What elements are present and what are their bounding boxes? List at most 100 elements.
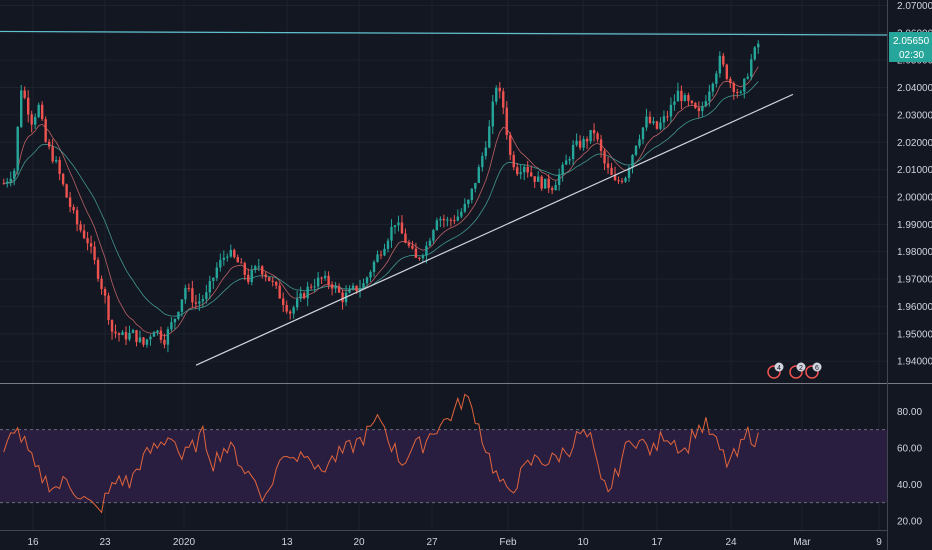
rsi-line[interactable] xyxy=(3,393,759,514)
candle-body xyxy=(757,43,760,48)
candle-body xyxy=(428,240,432,246)
candle-body xyxy=(135,330,138,342)
candle-body xyxy=(536,176,540,182)
candle-body xyxy=(30,114,33,125)
candle-body xyxy=(694,103,697,108)
candle-body xyxy=(722,55,725,65)
candle-body xyxy=(229,249,232,257)
candle-body xyxy=(491,101,494,127)
candle-body xyxy=(460,211,463,217)
candle-body xyxy=(369,272,372,278)
event-badge-label: 2 xyxy=(799,365,803,372)
candle-body xyxy=(65,184,68,198)
candle-body xyxy=(33,116,37,125)
candle-body xyxy=(16,126,19,171)
candle-body xyxy=(275,281,278,286)
candle-body xyxy=(247,274,250,282)
candle-body xyxy=(299,293,302,299)
candle-body xyxy=(561,164,564,175)
candle-body xyxy=(393,225,397,228)
candle-body xyxy=(474,182,477,189)
candle-body xyxy=(222,257,226,260)
price-tick: 1.98000 xyxy=(897,247,932,258)
candle-body xyxy=(495,87,498,102)
candle-body xyxy=(362,283,365,289)
candle-body xyxy=(358,288,362,291)
candle-body xyxy=(316,277,320,287)
candle-body xyxy=(82,230,86,239)
candle-body xyxy=(596,133,599,140)
price-tick: 2.00000 xyxy=(897,192,932,203)
resistance-line[interactable] xyxy=(0,30,888,36)
candle-body xyxy=(582,139,585,148)
candle-body xyxy=(159,330,163,340)
event-badges[interactable]: 4 2 6 xyxy=(767,362,822,379)
rsi-tick: 80.00 xyxy=(897,407,922,418)
candle-body xyxy=(655,121,659,129)
rsi-axis[interactable]: 80.00 60.00 40.00 20.00 xyxy=(897,407,922,528)
candle-body xyxy=(697,107,701,112)
candle-body xyxy=(355,285,358,291)
candle-body xyxy=(530,172,533,177)
candle-body xyxy=(281,298,285,306)
candle-body xyxy=(711,83,715,92)
candle-body xyxy=(606,163,610,168)
candle-body xyxy=(662,116,666,123)
candle-body xyxy=(261,266,264,275)
candle-body xyxy=(6,181,9,184)
candle-body xyxy=(68,197,72,208)
time-tick: 13 xyxy=(281,537,293,548)
candle-body xyxy=(547,178,550,189)
candle-body xyxy=(414,248,418,258)
candle-body xyxy=(37,104,40,117)
candle-body xyxy=(484,147,487,156)
candle-body xyxy=(404,233,407,243)
candle-body xyxy=(288,311,292,314)
candle-body xyxy=(128,332,131,340)
price-tick: 2.03000 xyxy=(897,110,932,121)
candle-body xyxy=(2,183,5,185)
candle-body xyxy=(652,121,655,124)
candle-body xyxy=(61,173,65,185)
time-tick: Feb xyxy=(499,537,517,548)
candle-body xyxy=(117,333,121,336)
candle-body xyxy=(79,224,82,231)
candle-body xyxy=(648,116,652,124)
price-tick: 2.07000 xyxy=(897,1,932,12)
candle-body xyxy=(323,275,327,279)
current-price-tag: 2.05650 02:30 xyxy=(889,32,932,62)
candle-body xyxy=(278,285,281,299)
candlestick-series[interactable] xyxy=(2,40,760,353)
candle-body xyxy=(390,227,393,241)
trendline[interactable] xyxy=(195,93,794,366)
candle-body xyxy=(418,257,421,259)
candle-body xyxy=(397,222,400,226)
candle-body xyxy=(292,307,295,314)
time-axis[interactable]: 16 23 2020 13 20 27 Feb 10 17 24 Mar 9 xyxy=(27,537,882,548)
candle-body xyxy=(205,292,208,300)
candle-body xyxy=(145,339,149,345)
candle-body xyxy=(753,47,756,60)
candle-body xyxy=(645,116,648,128)
candle-body xyxy=(313,286,316,288)
candle-body xyxy=(442,218,446,221)
candle-body xyxy=(676,90,680,102)
candle-body xyxy=(641,127,645,140)
candle-body xyxy=(295,298,299,308)
candle-body xyxy=(477,167,481,183)
candle-body xyxy=(575,140,578,145)
candle-body xyxy=(715,73,718,84)
candle-body xyxy=(341,292,344,303)
price-tick: 2.01000 xyxy=(897,165,932,176)
candle-body xyxy=(516,167,519,175)
candle-body xyxy=(383,248,386,256)
candle-body xyxy=(208,280,212,293)
candle-body xyxy=(543,178,547,189)
candle-body xyxy=(264,274,267,278)
candle-body xyxy=(411,245,414,249)
candle-body xyxy=(327,275,330,285)
candle-body xyxy=(320,277,323,279)
candle-body xyxy=(268,277,271,281)
candle-body xyxy=(201,299,205,302)
